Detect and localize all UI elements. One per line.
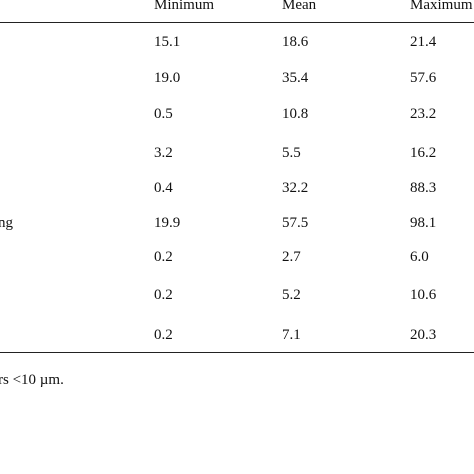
table-cell: 10.6 xyxy=(410,287,437,303)
table-cell: 20.3 xyxy=(410,327,437,343)
column-header-maximum: Maximum xyxy=(410,0,473,13)
table-top-rule xyxy=(0,22,474,23)
table-cell: 88.3 xyxy=(410,180,437,196)
table-cell: 21.4 xyxy=(410,34,437,50)
column-header-minimum: Minimum xyxy=(154,0,215,13)
table-cell: 6.0 xyxy=(410,249,429,265)
table-cell: 0.2 xyxy=(154,327,173,343)
table-cell: 10.8 xyxy=(282,106,309,122)
table-cell: 98.1 xyxy=(410,215,437,231)
table-cell: 35.4 xyxy=(282,70,309,86)
table-cell: 19.0 xyxy=(154,70,181,86)
table-cell: 7.1 xyxy=(282,327,301,343)
table-cell: 0.2 xyxy=(154,249,173,265)
row-label: ng xyxy=(0,215,13,231)
table-cell: 18.6 xyxy=(282,34,309,50)
table-bottom-rule xyxy=(0,352,474,353)
table-cell: 57.5 xyxy=(282,215,309,231)
table-cell: 0.2 xyxy=(154,287,173,303)
table-cell: 57.6 xyxy=(410,70,437,86)
table-cell: 5.5 xyxy=(282,145,301,161)
table-cell: 32.2 xyxy=(282,180,309,196)
table-footnote: rs <10 µm. xyxy=(0,372,64,388)
table-cell: 15.1 xyxy=(154,34,181,50)
table-cell: 19.9 xyxy=(154,215,181,231)
table-cell: 3.2 xyxy=(154,145,173,161)
table-cell: 0.4 xyxy=(154,180,173,196)
table-cell: 5.2 xyxy=(282,287,301,303)
table-cell: 0.5 xyxy=(154,106,173,122)
table-cell: 23.2 xyxy=(410,106,437,122)
table-cell: 16.2 xyxy=(410,145,437,161)
table-cell: 2.7 xyxy=(282,249,301,265)
column-header-mean: Mean xyxy=(282,0,317,13)
